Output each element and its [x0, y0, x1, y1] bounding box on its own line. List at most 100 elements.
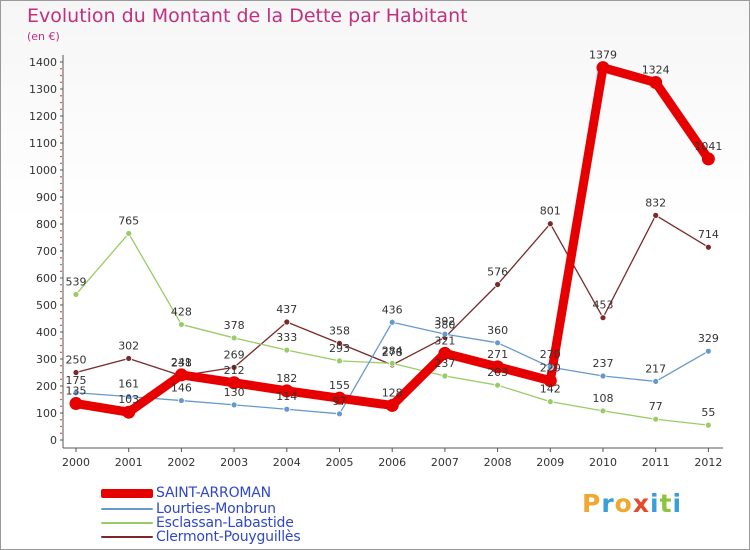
- data-label: 135: [66, 385, 87, 398]
- data-label: 241: [171, 356, 192, 369]
- y-minor-tick: [60, 74, 62, 77]
- data-label: 182: [276, 372, 297, 385]
- y-minor-tick: [60, 67, 62, 70]
- y-minor-tick: [60, 351, 62, 354]
- y-minor-tick: [60, 310, 62, 313]
- data-point: [652, 415, 660, 423]
- y-minor-tick: [60, 94, 62, 97]
- y-minor-tick: [60, 202, 62, 205]
- y-minor-tick: [60, 229, 62, 232]
- y-minor-tick: [60, 189, 62, 192]
- data-point: [596, 61, 610, 75]
- y-minor-tick: [60, 148, 62, 151]
- data-label: 321: [434, 334, 455, 347]
- data-label: 832: [645, 196, 666, 209]
- data-label: 77: [649, 400, 663, 413]
- data-label: 765: [118, 214, 139, 227]
- y-minor-tick: [60, 364, 62, 367]
- data-point: [705, 243, 712, 251]
- data-label: 436: [382, 303, 403, 316]
- data-label: 333: [276, 331, 297, 344]
- legend-label: Clermont-Pouyguillès: [156, 529, 301, 545]
- legend-swatch: [101, 522, 153, 524]
- data-point: [649, 76, 663, 90]
- x-tick-label: 2005: [326, 456, 354, 469]
- data-label: 108: [593, 392, 614, 405]
- data-label: 428: [171, 305, 192, 318]
- y-minor-tick: [60, 337, 62, 340]
- y-minor-tick: [60, 398, 62, 401]
- proxiti-logo: Proxiti: [582, 489, 682, 518]
- data-point: [280, 384, 294, 398]
- data-label: 801: [540, 205, 561, 218]
- data-label: 1379: [589, 49, 617, 62]
- data-label: 437: [276, 303, 297, 316]
- data-point: [652, 211, 660, 219]
- data-label: 378: [224, 319, 245, 332]
- x-tick-label: 2006: [378, 456, 406, 469]
- y-tick-label: 500: [36, 299, 57, 312]
- data-label: 146: [171, 382, 192, 395]
- data-point: [283, 346, 291, 354]
- data-point: [388, 318, 396, 326]
- data-point: [177, 321, 185, 328]
- y-minor-tick: [60, 121, 62, 124]
- data-label: 269: [224, 348, 245, 361]
- data-label: 302: [118, 339, 139, 352]
- y-minor-tick: [60, 263, 62, 266]
- y-minor-tick: [60, 378, 62, 381]
- y-tick-label: 1200: [29, 110, 57, 123]
- y-minor-tick: [60, 81, 62, 84]
- data-label: 576: [487, 265, 508, 278]
- data-label: 161: [118, 378, 139, 391]
- y-minor-tick: [60, 405, 62, 408]
- x-tick-label: 2004: [273, 456, 301, 469]
- legend-label: SAINT-ARROMAN: [156, 485, 271, 501]
- data-label: 392: [434, 315, 455, 328]
- data-label: 237: [593, 357, 614, 370]
- data-point: [72, 291, 80, 298]
- y-minor-tick: [60, 216, 62, 219]
- logo-letter: x: [632, 489, 650, 518]
- y-tick-label: 300: [36, 353, 57, 366]
- data-label: 453: [593, 299, 614, 312]
- x-tick-label: 2000: [62, 456, 90, 469]
- y-minor-tick: [60, 155, 62, 158]
- data-point: [230, 363, 238, 371]
- data-label: 55: [701, 406, 715, 419]
- legend-swatch: [101, 536, 153, 538]
- y-minor-tick: [60, 283, 62, 286]
- data-point: [546, 363, 554, 371]
- data-label: 271: [487, 348, 508, 361]
- y-minor-tick: [60, 101, 62, 104]
- data-label: 128: [382, 386, 403, 399]
- data-point: [441, 372, 449, 380]
- legend-label: Lourties-Monbrun: [156, 501, 276, 517]
- data-label: 539: [66, 275, 87, 288]
- x-tick-label: 2007: [431, 456, 459, 469]
- y-minor-tick: [60, 317, 62, 320]
- data-label: 103: [118, 393, 139, 406]
- data-point: [599, 372, 607, 380]
- x-tick-label: 2010: [589, 456, 617, 469]
- data-label: 250: [66, 354, 87, 367]
- y-tick-label: 600: [36, 272, 57, 285]
- y-tick-label: 1300: [29, 83, 57, 96]
- chart-subtitle: (en €): [27, 30, 60, 43]
- data-point: [333, 391, 346, 405]
- data-point: [491, 360, 505, 374]
- chart-title: Evolution du Montant de la Dette par Hab…: [27, 5, 468, 27]
- data-label: 270: [540, 348, 561, 361]
- y-tick-label: 700: [36, 245, 57, 258]
- y-minor-tick: [60, 128, 62, 131]
- data-label: 212: [224, 364, 245, 377]
- legend-label: Esclassan-Labastide: [156, 515, 294, 531]
- data-point: [441, 330, 449, 338]
- data-point: [69, 397, 83, 411]
- data-label: 217: [645, 362, 666, 375]
- y-minor-tick: [60, 270, 62, 273]
- data-label: 1041: [694, 140, 722, 153]
- y-tick-label: 800: [36, 218, 57, 231]
- line-chart: 0 100 200 300 400 500 600 700 800 900 1000 1100 1200…: [29, 49, 723, 469]
